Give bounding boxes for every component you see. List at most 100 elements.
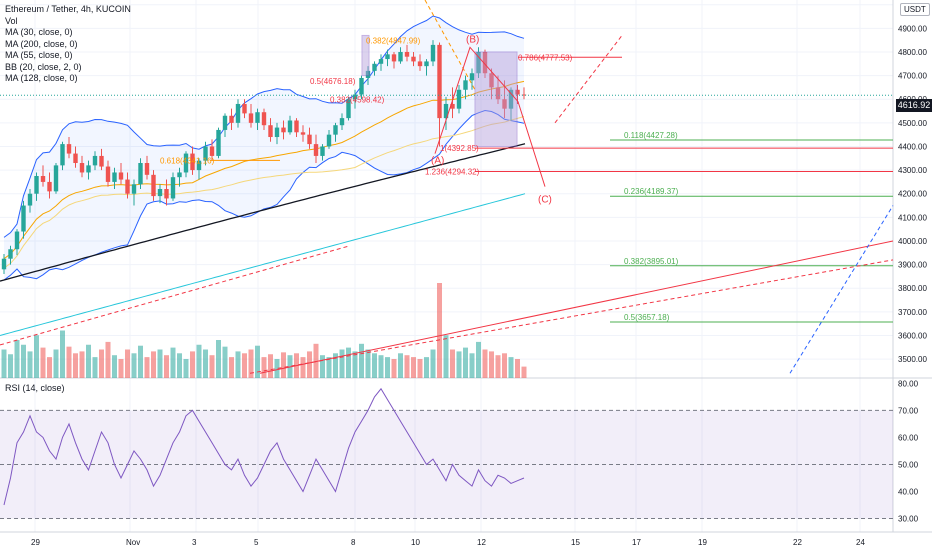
chart-annotation[interactable]: 0.5(3657.18) — [624, 313, 670, 322]
candle-body — [274, 127, 280, 138]
candle-body — [144, 163, 150, 175]
candle-body — [378, 59, 384, 64]
candle-body — [27, 193, 33, 206]
candle-body — [476, 51, 481, 74]
volume-bar — [229, 357, 234, 378]
rsi-axis-label: 40.00 — [898, 487, 919, 496]
candle-body — [183, 153, 189, 173]
candle-body — [326, 134, 332, 147]
chart-annotation[interactable]: 0.5(4676.18) — [310, 77, 356, 86]
volume-bar — [242, 353, 247, 378]
chart-annotation[interactable]: 0.382(4598.42) — [330, 96, 385, 105]
candle-body — [508, 89, 514, 109]
volume-bar — [196, 344, 202, 378]
volume-bar — [47, 357, 52, 378]
candle-body — [157, 189, 163, 197]
time-axis-label: 22 — [793, 538, 802, 547]
volume-bar — [307, 351, 312, 378]
candle-body — [118, 172, 124, 180]
chart-annotation[interactable]: 0.118(4427.28) — [624, 131, 678, 140]
candle-body — [456, 89, 462, 109]
volume-bar — [502, 353, 507, 378]
volume-bar — [105, 341, 111, 378]
legend-ma30[interactable]: MA (30, close, 0) — [5, 27, 73, 37]
chart-annotation[interactable]: 1.236(4294.32) — [425, 167, 480, 176]
volume-bar — [190, 351, 195, 378]
rsi-axis-label: 70.00 — [898, 406, 919, 415]
chart-annotation[interactable]: 0.236(4189.37) — [624, 187, 679, 196]
candle-body — [86, 165, 91, 173]
candle-body — [463, 80, 468, 90]
trend-line-dashed — [249, 259, 894, 374]
legend-vol[interactable]: Vol — [5, 15, 18, 26]
time-axis-label: 24 — [856, 538, 865, 547]
candle-body — [404, 51, 410, 57]
chart-annotation[interactable]: 0.786(4777.53) — [518, 53, 573, 62]
candle-body — [437, 44, 442, 119]
price-axis-label: 4400.00 — [898, 142, 927, 151]
candle-body — [112, 172, 117, 182]
chart-annotation[interactable]: (B) — [466, 35, 479, 46]
candle-body — [313, 144, 319, 156]
price-axis-label: 4900.00 — [898, 24, 927, 33]
rsi-axis-label: 30.00 — [898, 514, 919, 523]
elliott-wave-path — [434, 46, 546, 187]
candle-body — [190, 153, 195, 171]
chart-annotation[interactable]: (A) — [431, 156, 444, 167]
candle-body — [203, 146, 208, 161]
fib-fan-line — [424, 0, 476, 91]
legend-ma55[interactable]: MA (55, close, 0) — [5, 50, 73, 60]
legend-symbol[interactable]: Ethereum / Tether, 4h, KUCOIN — [5, 4, 131, 14]
volume-bar — [443, 335, 449, 378]
volume-bar — [144, 357, 150, 378]
candle-body — [138, 163, 143, 185]
volume-bar — [482, 349, 488, 378]
candle-body — [170, 177, 176, 199]
chart-annotation[interactable]: 0.618(4341.16) — [160, 156, 215, 165]
volume-bar — [489, 351, 494, 378]
legend-ma128[interactable]: MA (128, close, 0) — [5, 73, 78, 83]
chart-annotation[interactable]: 0.382(4847.99) — [366, 37, 421, 46]
candle-body — [60, 144, 65, 166]
candle-body — [385, 54, 390, 60]
candle-body — [235, 103, 241, 123]
legend-bb[interactable]: BB (20, close, 2, 0) — [5, 61, 82, 72]
candle-body — [92, 155, 98, 166]
candle-body — [261, 112, 267, 126]
volume-bar — [248, 349, 254, 378]
volume-bar — [73, 353, 78, 378]
volume-bar — [27, 351, 33, 378]
chart-annotation[interactable]: 0.382(3895.01) — [624, 257, 679, 266]
candle-body — [66, 144, 72, 154]
chart-annotation[interactable]: (C) — [538, 195, 552, 206]
time-axis-label: 19 — [698, 538, 707, 547]
candle-body — [339, 118, 345, 126]
candle-body — [300, 132, 306, 135]
rsi-title[interactable]: RSI (14, close) — [5, 383, 65, 393]
ma200-line — [0, 193, 526, 336]
legend-ma200[interactable]: MA (200, close, 0) — [5, 38, 78, 49]
candle-body — [502, 99, 507, 109]
chart-legend: Ethereum / Tether, 4h, KUCOIN Vol MA (30… — [5, 4, 131, 85]
volume-bar — [177, 353, 182, 378]
price-axis-label: 3900.00 — [898, 261, 927, 270]
volume-bar — [125, 349, 130, 378]
volume-bar — [118, 359, 124, 378]
volume-bar — [235, 351, 241, 378]
projection-line-dashed — [789, 205, 894, 374]
candle-body — [443, 103, 449, 119]
candle-body — [177, 172, 182, 178]
volume-bar — [170, 347, 176, 378]
candle-body — [430, 44, 436, 62]
volume-bar — [450, 349, 455, 378]
volume-bar — [391, 359, 397, 378]
volume-bar — [281, 352, 286, 378]
currency-label[interactable]: USDT — [900, 3, 930, 16]
volume-bar — [66, 346, 72, 378]
candle-body — [281, 127, 286, 133]
volume-bar — [131, 353, 137, 378]
time-axis-label: Nov — [126, 538, 140, 547]
candle-body — [469, 73, 475, 81]
chart-annotation[interactable]: 1(4392.85) — [440, 144, 479, 153]
current-price-tag: 4616.92 — [896, 99, 932, 112]
